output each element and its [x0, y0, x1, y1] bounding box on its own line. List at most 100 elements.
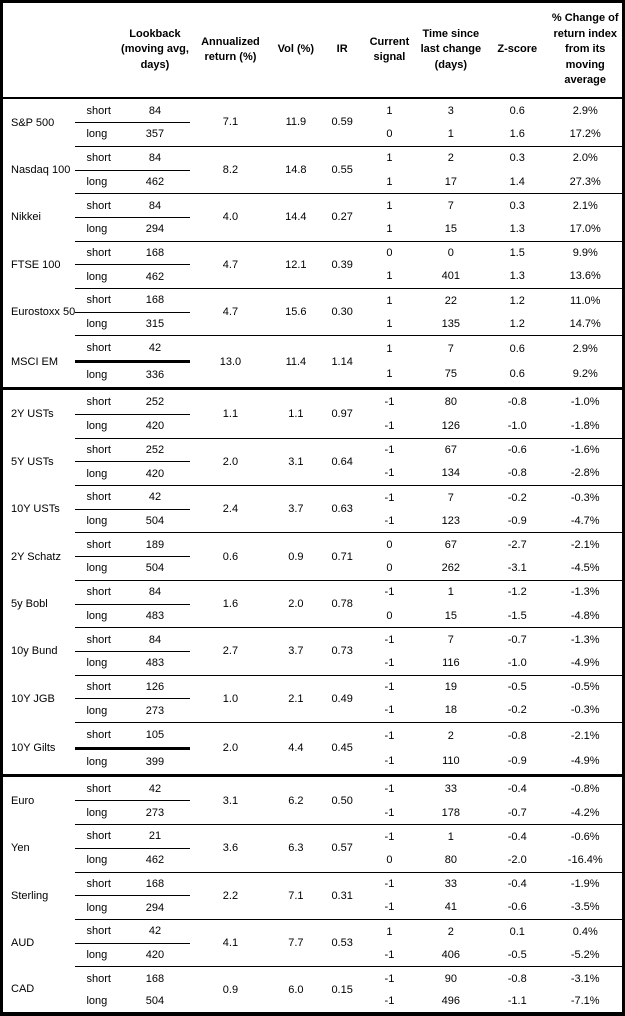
time-since-cell: 7	[447, 342, 454, 355]
pct-change-cell: -4.9%	[548, 748, 622, 777]
table-row-long: long 399 -1 110 -0.9 -4.9%	[3, 748, 622, 777]
ir-cell: 0.45	[321, 722, 364, 777]
current-signal-cell: -1	[363, 698, 416, 724]
leg-cell: short	[75, 146, 120, 171]
time-since-cell: 19	[444, 681, 457, 694]
leg-cell: short	[75, 241, 120, 266]
header-lookback: Lookback (moving avg, days)	[119, 3, 191, 99]
annualized-return-cell: 4.0	[190, 193, 271, 242]
lookback-cell: 504	[119, 509, 191, 534]
pct-change-cell: 9.9%	[572, 247, 598, 260]
table-row-short: MSCI EM short 42 13.0 11.4 1.14 1 7 0.6 2.9%	[3, 335, 622, 391]
table-row-short: Euro short 42 3.1 6.2 0.50 -1 33 -0.4 -0.8%	[3, 775, 622, 826]
ir-cell: 0.78	[321, 580, 364, 629]
table-row-long: long 462 1 17 1.4 27.3%	[3, 170, 622, 195]
ir-cell: 0.27	[321, 193, 364, 242]
time-since-cell: 2	[447, 152, 454, 165]
current-signal-cell: -1	[363, 461, 416, 486]
current-signal-cell: 0	[363, 556, 416, 581]
pct-change-cell: -1.3%	[570, 633, 600, 646]
table-row-short: 2Y Schatz short 189 0.6 0.9 0.71 0 67 -2.7 -2.1%	[3, 532, 622, 581]
current-signal-cell: 1	[363, 264, 416, 290]
current-signal-cell: 0	[386, 247, 393, 260]
lookback-cell: 336	[119, 361, 191, 391]
leg-cell: long	[75, 651, 120, 676]
leg-cell: long	[75, 264, 120, 290]
vol-cell: 14.4	[270, 193, 322, 242]
z-score-cell: 0.3	[509, 152, 525, 165]
z-score-cell: -0.8	[507, 729, 527, 742]
annualized-return-cell: 1.1	[190, 388, 271, 439]
annualized-return-cell: 4.7	[190, 288, 271, 337]
pct-change-cell: 17.0%	[548, 217, 622, 242]
vol-cell: 11.4	[270, 335, 322, 391]
time-since-cell: 2	[447, 729, 454, 742]
z-score-cell: -0.7	[486, 800, 549, 826]
z-score-cell: 0.3	[509, 199, 525, 212]
table-row-long: long 504 -1 123 -0.9 -4.7%	[3, 509, 622, 534]
lookback-cell: 84	[119, 627, 191, 652]
pct-change-cell: 13.6%	[548, 264, 622, 290]
lookback-cell: 273	[119, 800, 191, 826]
header-ir: IR	[321, 3, 364, 99]
annualized-return-cell: 7.1	[190, 98, 271, 147]
lookback-cell: 105	[119, 722, 191, 750]
vol-cell: 6.2	[270, 775, 322, 826]
time-since-cell: 1	[447, 830, 454, 843]
leg-cell: long	[75, 895, 120, 920]
table-row-long: long 462 1 401 1.3 13.6%	[3, 264, 622, 290]
lookback-cell: 126	[119, 675, 191, 700]
z-score-cell: -1.0	[486, 414, 549, 439]
lookback-cell: 84	[119, 98, 191, 124]
annualized-return-cell: 3.6	[190, 824, 271, 873]
current-signal-cell: 0	[363, 122, 416, 147]
leg-cell: long	[75, 604, 120, 629]
lookback-cell: 273	[119, 698, 191, 724]
ir-cell: 0.64	[321, 438, 364, 486]
z-score-cell: -0.8	[507, 396, 527, 409]
current-signal-cell: 1	[386, 199, 393, 212]
table-row-long: long 294 -1 41 -0.6 -3.5%	[3, 895, 622, 920]
leg-cell: short	[75, 288, 120, 313]
pct-change-cell: -0.3%	[548, 698, 622, 724]
leg-cell: long	[86, 994, 108, 1007]
vol-cell: 15.6	[270, 288, 322, 337]
vol-cell: 14.8	[270, 146, 322, 195]
table-row-long: long 420 -1 134 -0.8 -2.8%	[3, 461, 622, 486]
table-row-long: long 420 -1 406 -0.5 -5.2%	[3, 943, 622, 968]
current-signal-cell: -1	[384, 681, 395, 694]
z-score-cell: -0.6	[507, 444, 527, 457]
vol-cell: 3.1	[270, 438, 322, 486]
z-score-cell: 1.4	[486, 170, 549, 195]
pct-change-cell: -0.8%	[570, 782, 600, 795]
z-score-cell: 1.3	[486, 264, 549, 290]
leg-cell: short	[75, 98, 120, 124]
pct-change-cell: -16.4%	[548, 848, 622, 873]
pct-change-cell: -1.3%	[570, 586, 600, 599]
annualized-return-cell: 1.6	[190, 580, 271, 629]
pct-change-cell: 2.9%	[572, 104, 598, 117]
annualized-return-cell: 2.7	[190, 627, 271, 676]
table-row-short: 10Y USTs short 42 2.4 3.7 0.63 -1 7 -0.2 -0.3%	[3, 485, 622, 534]
annualized-return-cell: 8.2	[190, 146, 271, 195]
ir-cell: 0.50	[321, 775, 364, 826]
leg-cell: short	[75, 675, 120, 700]
annualized-return-cell: 0.6	[190, 532, 271, 581]
pct-change-cell: -4.7%	[548, 509, 622, 534]
time-since-cell: 135	[415, 312, 487, 337]
z-score-cell: -0.8	[486, 461, 549, 486]
time-since-cell: 1	[415, 122, 487, 147]
lookback-cell: 21	[119, 824, 191, 849]
header-pct-change: % Change of return index from its moving…	[548, 3, 622, 99]
table-row-short: Eurostoxx 50 short 168 4.7 15.6 0.30 1 22 1.2 11.…	[3, 288, 622, 337]
z-score-cell: -0.2	[507, 491, 527, 504]
asset-name-cell: Eurostoxx 50	[11, 306, 76, 319]
lookback-cell: 504	[119, 556, 191, 581]
vol-cell: 12.1	[270, 241, 322, 290]
time-since-cell: 15	[415, 604, 487, 629]
current-signal-cell: 1	[363, 170, 416, 195]
lookback-cell: 252	[119, 438, 191, 463]
time-since-cell: 7	[447, 199, 454, 212]
annualized-return-cell: 4.7	[190, 241, 271, 290]
